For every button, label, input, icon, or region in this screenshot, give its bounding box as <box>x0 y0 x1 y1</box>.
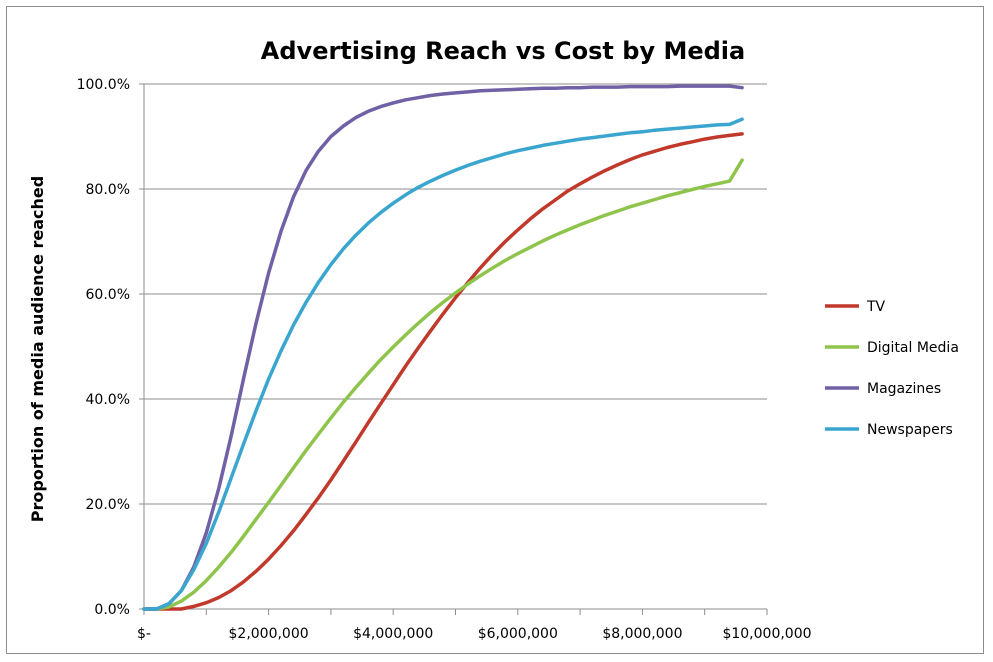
series-line-tv <box>142 132 744 611</box>
x-tick-label: $6,000,000 <box>478 626 558 642</box>
y-axis-label: Proportion of media audience reached <box>28 176 47 522</box>
chart-frame: Advertising Reach vs Cost by Media Propo… <box>6 6 984 654</box>
series-line-magazines <box>142 84 744 611</box>
y-tick-labels: 0.0% 20.0% 40.0% 60.0% 80.0% 100.0% <box>77 77 130 618</box>
x-tick-labels: $- $2,000,000 $4,000,000 $6,000,000 $8,000,0… <box>137 626 812 642</box>
chart-svg: Advertising Reach vs Cost by Media Propo… <box>28 37 959 642</box>
legend-label: Magazines <box>867 381 941 397</box>
y-tick-label: 80.0% <box>86 182 130 198</box>
y-tick-label: 0.0% <box>94 602 130 618</box>
series-line-newspapers <box>142 117 744 611</box>
chart-title: Advertising Reach vs Cost by Media <box>261 37 745 65</box>
y-tick-label: 20.0% <box>86 497 130 513</box>
legend-label: Newspapers <box>867 422 953 438</box>
x-tick-label: $8,000,000 <box>602 626 682 642</box>
y-tick-label: 100.0% <box>77 77 130 93</box>
x-tick-label: $10,000,000 <box>722 626 811 642</box>
y-tick-label: 60.0% <box>86 287 130 303</box>
x-tick-label: $2,000,000 <box>229 626 309 642</box>
legend-label: Digital Media <box>867 340 959 356</box>
x-tick-label: $- <box>137 626 151 642</box>
series-lines <box>142 84 744 611</box>
legend-label: TV <box>866 299 886 315</box>
x-tick-label: $4,000,000 <box>353 626 433 642</box>
axes <box>139 83 768 615</box>
y-tick-label: 40.0% <box>86 392 130 408</box>
legend: TV Digital Media Magazines Newspapers <box>825 299 959 438</box>
series-line-digital-media <box>142 158 744 611</box>
